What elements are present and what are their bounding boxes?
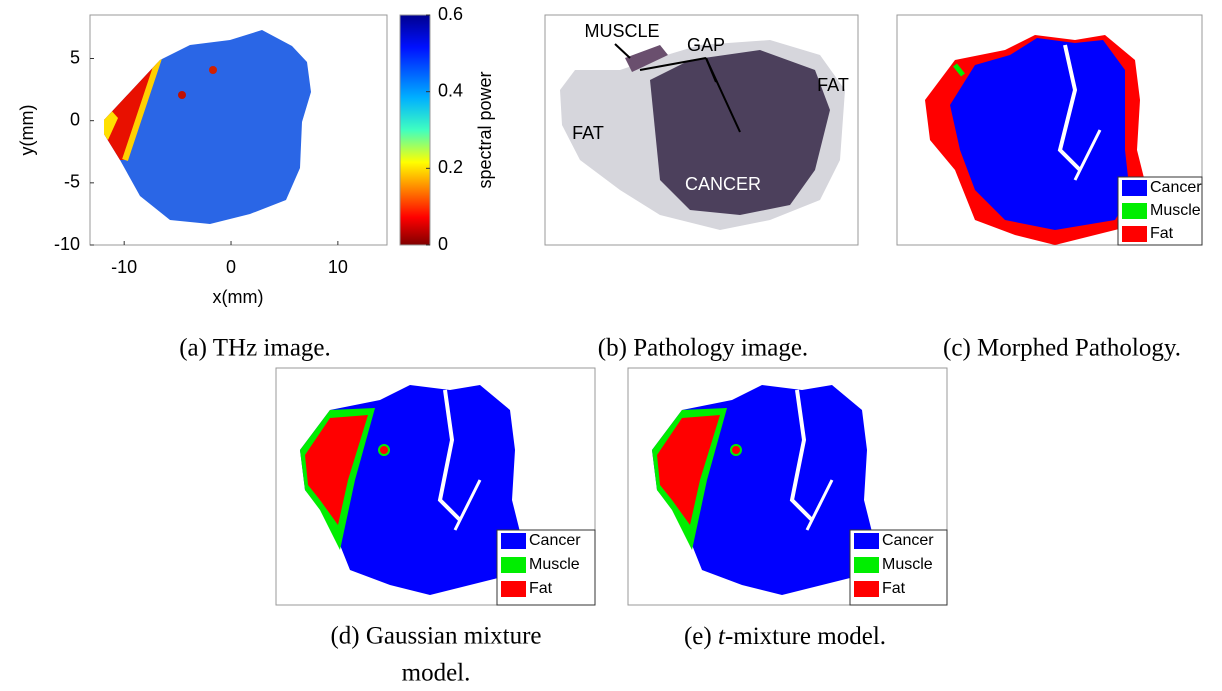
legend-label: Muscle — [882, 556, 933, 573]
pathology-image: MUSCLE GAP FAT FAT CANCER — [545, 15, 858, 245]
legend-label: Cancer — [529, 532, 581, 549]
label-fat: FAT — [817, 75, 849, 95]
legend-label: Muscle — [1150, 202, 1201, 219]
caption: (b) Pathology image. — [598, 335, 808, 362]
legend-swatch — [501, 533, 526, 549]
thz-image: x(mm) y(mm) spectral power -10 0 10 -10 -5 0 5… — [17, 4, 495, 307]
label-fat: FAT — [572, 123, 604, 143]
x-tick-label: 10 — [328, 257, 348, 277]
colorbar-tick-label: 0 — [438, 234, 448, 254]
legend-swatch — [501, 581, 526, 597]
y-label: y(mm) — [17, 105, 37, 156]
caption: model. — [402, 660, 471, 687]
y-tick-label: 5 — [70, 47, 80, 67]
legend: Cancer Muscle Fat — [1118, 177, 1202, 245]
t-mixture: Cancer Muscle Fat — [628, 368, 947, 605]
legend-swatch — [501, 557, 526, 573]
label-gap: GAP — [687, 35, 725, 55]
y-tick-label: 0 — [70, 109, 80, 129]
y-tick-label: -5 — [64, 172, 80, 192]
colorbar-tick-label: 0.4 — [438, 80, 463, 100]
label-cancer: CANCER — [685, 174, 761, 194]
legend: Cancer Muscle Fat — [850, 530, 947, 605]
caption: (d) Gaussian mixture — [330, 623, 541, 650]
colorbar-tick-label: 0.6 — [438, 4, 463, 24]
legend-label: Fat — [882, 580, 906, 597]
caption: (e) t-mixture model. — [684, 623, 886, 650]
y-tick-label: -10 — [54, 234, 80, 254]
caption: (a) THz image. — [179, 335, 331, 362]
legend-swatch — [854, 581, 879, 597]
legend-label: Fat — [1150, 225, 1174, 242]
colorbar-tick-label: 0.2 — [438, 157, 463, 177]
colorbar — [400, 15, 430, 245]
legend-swatch — [854, 533, 879, 549]
legend: Cancer Muscle Fat — [497, 530, 595, 605]
figure: x(mm) y(mm) spectral power -10 0 10 -10 -5 0 5… — [0, 0, 1222, 691]
caption: (c) Morphed Pathology. — [943, 335, 1181, 362]
caption-part: (e) — [684, 623, 712, 650]
legend-label: Muscle — [529, 556, 580, 573]
caption-part: -mixture model. — [725, 623, 886, 650]
gaussian-mixture: Cancer Muscle Fat — [276, 368, 595, 605]
colorbar-label: spectral power — [475, 71, 495, 188]
x-tick-label: -10 — [111, 257, 137, 277]
legend-swatch — [854, 557, 879, 573]
legend-swatch — [1122, 226, 1147, 242]
x-label: x(mm) — [213, 287, 264, 307]
legend-label: Cancer — [882, 532, 934, 549]
x-tick-label: 0 — [226, 257, 236, 277]
legend-swatch — [1122, 180, 1147, 196]
legend-swatch — [1122, 203, 1147, 219]
morphed-pathology: Cancer Muscle Fat — [897, 15, 1202, 245]
legend-label: Fat — [529, 580, 553, 597]
label-muscle: MUSCLE — [584, 21, 659, 41]
legend-label: Cancer — [1150, 179, 1202, 196]
